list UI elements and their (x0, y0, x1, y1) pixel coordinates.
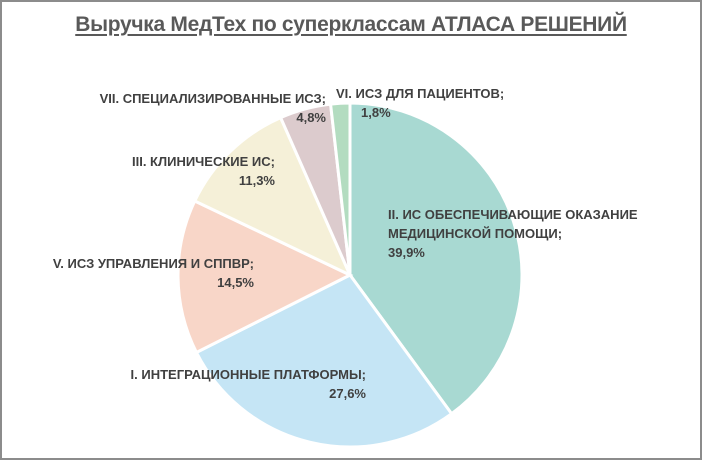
pie-slice (176, 198, 354, 355)
label-value: 14,5% (217, 275, 254, 290)
chart-title: Выручка МедТех по суперклассам АТЛАСА РЕ… (75, 13, 627, 36)
label-name: II. ИС ОБЕСПЕЧИВАЮЩИЕ ОКАЗАНИЕ (388, 207, 638, 222)
pie-slices (176, 101, 524, 449)
label-value: 1,8% (361, 105, 391, 120)
label-name: VII. СПЕЦИАЛИЗИРОВАННЫЕ ИСЗ; (99, 91, 326, 106)
label-slice-vii: VII. СПЕЦИАЛИЗИРОВАННЫЕ ИСЗ; 4,8% (100, 89, 326, 127)
label-slice-ii: II. ИС ОБЕСПЕЧИВАЮЩИЕ ОКАЗАНИЕ МЕДИЦИНСК… (388, 205, 638, 262)
label-value: 11,3% (238, 173, 275, 188)
label-name: VI. ИСЗ ДЛЯ ПАЦИЕНТОВ; (336, 86, 505, 101)
pie-slice (348, 101, 524, 416)
label-name: III. КЛИНИЧЕСКИЕ ИС; (131, 154, 275, 169)
label-slice-iii: III. КЛИНИЧЕСКИЕ ИС; 11,3% (132, 152, 275, 190)
label-value: 27,6% (329, 386, 366, 401)
label-slice-v: V. ИСЗ УПРАВЛЕНИЯ И СППВР; 14,5% (53, 254, 254, 292)
label-slice-vi: VI. ИСЗ ДЛЯ ПАЦИЕНТОВ; 1,8% (336, 84, 504, 122)
pie-slice (194, 273, 454, 449)
label-slice-i: I. ИНТЕГРАЦИОННЫЕ ПЛАТФОРМЫ; 27,6% (131, 365, 366, 403)
label-name-cont: МЕДИЦИНСКОЙ ПОМОЩИ; (388, 226, 563, 241)
pie-slice (192, 115, 354, 279)
label-name: I. ИНТЕГРАЦИОННЫЕ ПЛАТФОРМЫ; (130, 367, 366, 382)
label-value: 4,8% (296, 110, 326, 125)
label-value: 39,9% (388, 245, 425, 260)
label-name: V. ИСЗ УПРАВЛЕНИЯ И СППВР; (52, 256, 254, 271)
pie-slice (328, 101, 352, 276)
